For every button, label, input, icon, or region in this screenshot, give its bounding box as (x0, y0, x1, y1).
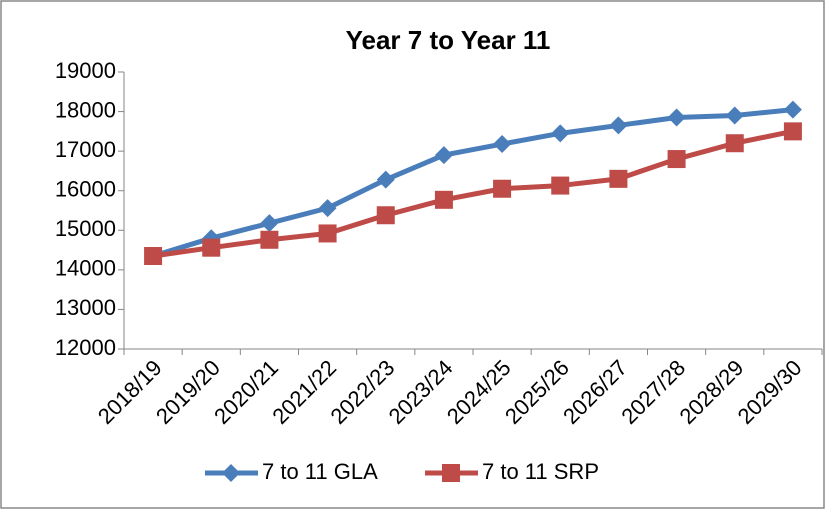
data-point (493, 179, 512, 198)
data-point (376, 170, 395, 189)
data-point (725, 106, 744, 125)
legend-marker (442, 464, 460, 482)
y-tick-label: 15000 (55, 216, 116, 241)
data-point (609, 116, 628, 135)
data-point (434, 146, 453, 165)
data-point (318, 224, 337, 243)
legend-label: 7 to 11 SRP (482, 459, 599, 484)
series-line (152, 128, 794, 259)
data-point (144, 247, 163, 266)
y-tick-label: 16000 (55, 177, 116, 202)
legend-label: 7 to 11 GLA (262, 459, 378, 484)
data-point (260, 214, 279, 233)
data-point (202, 238, 221, 257)
data-point (551, 124, 570, 143)
data-point (493, 135, 512, 154)
data-point (725, 134, 744, 153)
y-tick-label: 17000 (55, 137, 116, 162)
data-point (551, 176, 570, 195)
data-point (376, 206, 395, 225)
chart-title: Year 7 to Year 11 (346, 25, 551, 55)
data-point (260, 230, 279, 249)
series-line (152, 107, 794, 259)
legend-marker (222, 464, 240, 482)
y-tick-label: 13000 (55, 295, 116, 320)
data-point (667, 150, 686, 169)
y-tick-label: 19000 (55, 58, 116, 83)
data-point (434, 190, 453, 209)
data-point (783, 122, 802, 141)
y-tick-label: 12000 (55, 335, 116, 360)
data-point (318, 199, 337, 218)
data-point (609, 169, 628, 188)
data-point (667, 108, 686, 127)
data-point (783, 100, 802, 119)
y-tick-label: 18000 (55, 97, 116, 122)
y-tick-label: 14000 (55, 256, 116, 281)
